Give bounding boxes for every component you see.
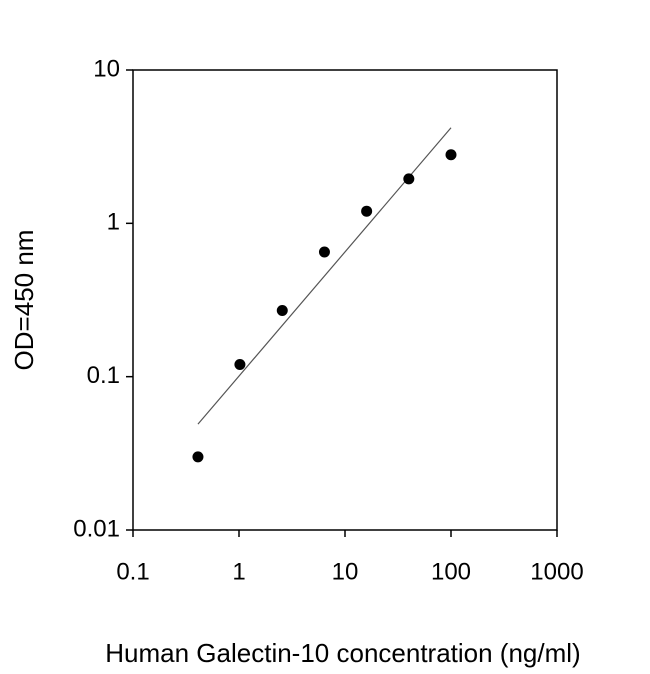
x-axis-title: Human Galectin-10 concentration (ng/ml) (105, 638, 580, 668)
data-point (276, 305, 288, 317)
y-tick-label: 0.1 (87, 362, 120, 389)
data-point (318, 246, 330, 258)
x-tick-label: 1 (232, 558, 245, 585)
data-point (361, 205, 373, 217)
y-tick-label: 1 (107, 209, 120, 236)
data-point (403, 173, 415, 185)
x-tick-label: 10 (332, 558, 359, 585)
x-tick-label: 1000 (530, 558, 583, 585)
fit-line (197, 127, 452, 425)
data-point (234, 359, 246, 371)
data-point (445, 149, 457, 161)
x-tick-label: 100 (431, 558, 471, 585)
x-tick-label: 0.1 (116, 558, 149, 585)
y-tick-label: 0.01 (73, 515, 120, 542)
y-tick-label: 10 (93, 55, 120, 82)
y-axis-title: OD=450 nm (9, 230, 39, 371)
data-point (192, 451, 204, 463)
